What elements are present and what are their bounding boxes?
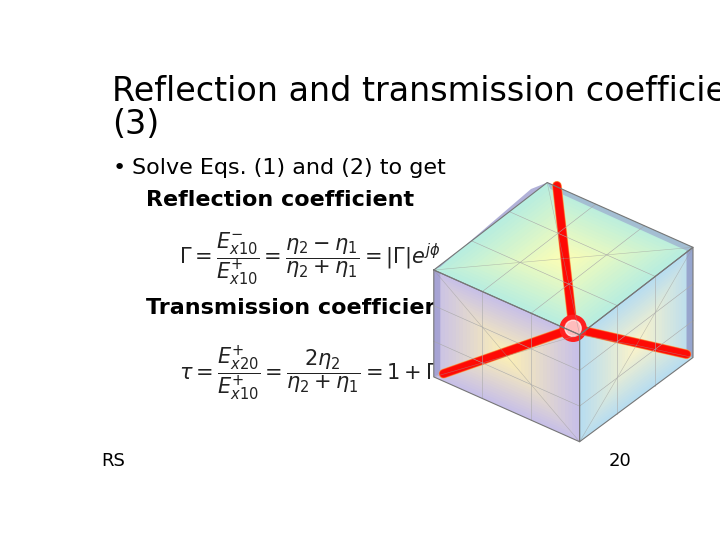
Polygon shape (452, 292, 562, 420)
Polygon shape (438, 274, 576, 437)
Polygon shape (434, 270, 441, 377)
Polygon shape (492, 339, 521, 373)
Polygon shape (544, 247, 583, 270)
Polygon shape (434, 183, 693, 335)
Polygon shape (625, 326, 648, 365)
Polygon shape (557, 255, 570, 262)
Circle shape (565, 320, 581, 336)
Polygon shape (518, 232, 609, 285)
Polygon shape (605, 292, 667, 399)
Polygon shape (463, 305, 551, 407)
Polygon shape (613, 306, 659, 384)
Polygon shape (531, 240, 596, 278)
Polygon shape (454, 194, 674, 323)
Text: RS: RS (101, 452, 125, 470)
Polygon shape (547, 183, 693, 251)
Text: Reflection coefficient: Reflection coefficient (145, 190, 414, 210)
Polygon shape (480, 209, 648, 308)
Polygon shape (634, 340, 639, 350)
Polygon shape (687, 247, 693, 357)
Polygon shape (446, 190, 680, 327)
Polygon shape (622, 321, 650, 369)
Polygon shape (582, 252, 690, 437)
Polygon shape (616, 311, 656, 379)
Polygon shape (467, 309, 546, 403)
Polygon shape (434, 183, 693, 335)
Polygon shape (441, 186, 687, 331)
Text: (3): (3) (112, 109, 160, 141)
Polygon shape (481, 326, 532, 386)
Polygon shape (580, 247, 693, 442)
Polygon shape (485, 330, 528, 382)
Text: Solve Eqs. (1) and (2) to get: Solve Eqs. (1) and (2) to get (132, 158, 446, 178)
Circle shape (560, 315, 586, 341)
Polygon shape (434, 270, 580, 442)
Polygon shape (537, 244, 590, 274)
Text: Transmission coefficient: Transmission coefficient (145, 298, 451, 318)
Text: •: • (112, 158, 125, 178)
Polygon shape (441, 279, 572, 433)
Polygon shape (474, 317, 539, 395)
Polygon shape (460, 198, 667, 320)
Polygon shape (503, 352, 510, 360)
Polygon shape (449, 287, 565, 424)
Polygon shape (594, 272, 679, 417)
Polygon shape (488, 334, 525, 377)
Polygon shape (459, 300, 554, 411)
Polygon shape (628, 330, 645, 360)
Polygon shape (512, 228, 615, 289)
Polygon shape (505, 225, 622, 293)
Polygon shape (486, 213, 642, 305)
Polygon shape (434, 183, 547, 270)
Text: Reflection and transmission coefficients: Reflection and transmission coefficients (112, 75, 720, 108)
Polygon shape (524, 236, 602, 281)
Polygon shape (600, 282, 673, 408)
Polygon shape (467, 201, 661, 316)
Polygon shape (608, 296, 665, 394)
Polygon shape (602, 287, 670, 403)
Polygon shape (619, 316, 653, 374)
Polygon shape (498, 221, 628, 297)
Polygon shape (470, 313, 543, 399)
Polygon shape (611, 301, 662, 389)
Polygon shape (445, 283, 569, 429)
Polygon shape (551, 251, 577, 266)
Text: $\Gamma = \dfrac{E_{x10}^{-}}{E_{x10}^{+}} = \dfrac{\eta_2 - \eta_1}{\eta_2 + \e: $\Gamma = \dfrac{E_{x10}^{-}}{E_{x10}^{+… (179, 231, 441, 287)
Text: 20: 20 (608, 452, 631, 470)
Polygon shape (477, 321, 536, 390)
Polygon shape (585, 257, 688, 432)
Text: $\tau = \dfrac{E_{x20}^{+}}{E_{x10}^{+}} = \dfrac{2\eta_2}{\eta_2 + \eta_1} = 1 : $\tau = \dfrac{E_{x20}^{+}}{E_{x10}^{+}}… (179, 343, 523, 403)
Polygon shape (456, 296, 558, 416)
Polygon shape (473, 205, 654, 312)
Polygon shape (588, 262, 685, 427)
Polygon shape (597, 276, 676, 413)
Polygon shape (500, 347, 514, 365)
Polygon shape (591, 267, 682, 422)
Polygon shape (492, 217, 635, 301)
Polygon shape (496, 343, 518, 369)
Polygon shape (631, 335, 642, 355)
Polygon shape (580, 247, 693, 442)
Polygon shape (434, 270, 580, 442)
